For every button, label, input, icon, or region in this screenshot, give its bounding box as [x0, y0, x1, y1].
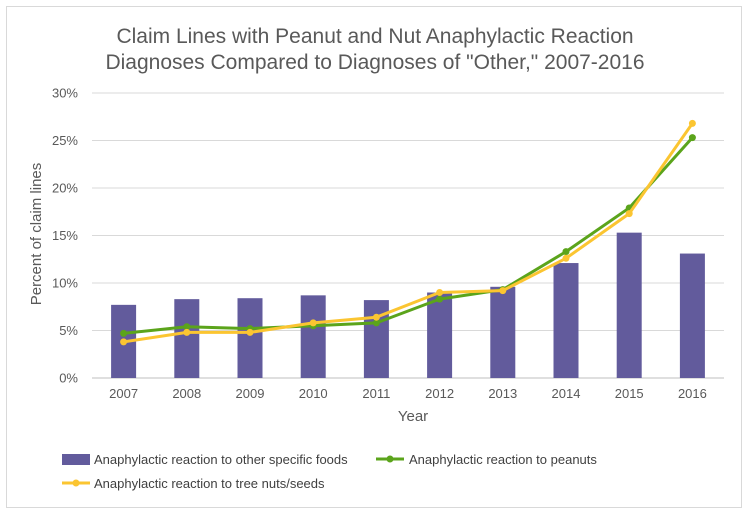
legend-label: Anaphylactic reaction to peanuts — [409, 452, 597, 467]
data-point — [625, 210, 633, 218]
bar — [427, 292, 453, 378]
x-tick-label: 2016 — [678, 386, 707, 401]
y-tick-label: 10% — [52, 276, 78, 291]
x-tick-label: 2012 — [425, 386, 454, 401]
legend-marker — [72, 479, 80, 487]
y-tick-label: 15% — [52, 228, 78, 243]
bar — [616, 232, 642, 378]
legend-label: Anaphylactic reaction to tree nuts/seeds — [94, 476, 325, 491]
data-point — [688, 134, 696, 142]
legend-swatch — [62, 454, 90, 465]
data-point — [499, 287, 507, 295]
data-point — [120, 329, 128, 337]
series-line — [122, 136, 694, 335]
data-point — [436, 295, 444, 303]
x-tick-label: 2013 — [488, 386, 517, 401]
data-point — [688, 119, 696, 127]
data-point — [309, 319, 317, 327]
series-line — [122, 121, 694, 344]
bar — [300, 295, 326, 378]
data-point — [183, 323, 191, 331]
y-tick-label: 0% — [59, 371, 78, 386]
chart-title-line-1: Claim Lines with Peanut and Nut Anaphyla… — [116, 25, 634, 48]
bar — [490, 286, 516, 378]
x-tick-label: 2014 — [552, 386, 581, 401]
bar — [679, 253, 705, 378]
x-tick-label: 2007 — [109, 386, 138, 401]
data-point — [183, 328, 191, 336]
x-tick-label: 2008 — [172, 386, 201, 401]
y-axis-ticks: 0% 5% 10% 15% 20% 25% 30% — [52, 86, 78, 386]
bar — [174, 299, 200, 378]
data-point — [246, 328, 254, 336]
x-tick-label: 2009 — [236, 386, 265, 401]
data-point — [562, 248, 570, 256]
legend-label: Anaphylactic reaction to other specific … — [94, 452, 348, 467]
line-series — [120, 119, 696, 346]
y-tick-label: 30% — [52, 86, 78, 101]
legend: Anaphylactic reaction to other specific … — [62, 452, 597, 491]
x-tick-label: 2011 — [362, 386, 390, 401]
legend-marker — [386, 455, 394, 463]
bar — [363, 300, 389, 378]
bar — [553, 263, 579, 378]
data-point — [120, 338, 128, 346]
y-tick-label: 20% — [52, 181, 78, 196]
x-tick-label: 2010 — [299, 386, 328, 401]
y-tick-label: 5% — [59, 323, 78, 338]
chart-title-line-2: Diagnoses Compared to Diagnoses of "Othe… — [105, 51, 645, 74]
y-axis-title: Percent of claim lines — [28, 163, 45, 306]
data-point — [562, 254, 570, 262]
data-point — [372, 313, 380, 321]
y-tick-label: 25% — [52, 133, 78, 148]
bar — [237, 298, 263, 378]
data-point — [436, 289, 444, 296]
x-axis-ticks: 2007 2008 2009 2010 2011 2012 2013 2014 2015 2016 — [109, 386, 707, 401]
x-axis-title: Year — [398, 408, 428, 425]
x-tick-label: 2015 — [615, 386, 644, 401]
data-point — [372, 319, 380, 327]
